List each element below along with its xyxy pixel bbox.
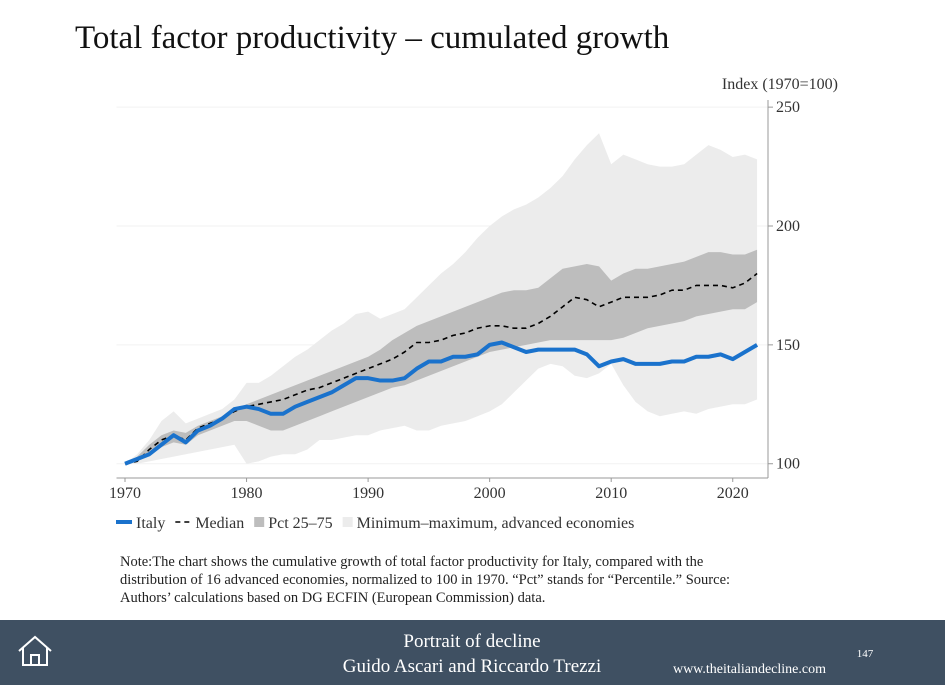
- note-line: Note:The chart shows the cumulative grow…: [120, 554, 703, 570]
- legend: Italy Median Pct 25–75 Minimum–maximum, adv…: [116, 515, 634, 532]
- plot: 100 150 200 250 1970 1980 1990 2000 2010 2020: [109, 99, 800, 502]
- home-icon[interactable]: [18, 635, 52, 666]
- chart-title: Total factor productivity – cumulated gr…: [75, 20, 670, 56]
- page-number: 147: [857, 648, 874, 660]
- legend-label: Italy: [136, 515, 165, 532]
- y-tick-label: 200: [776, 218, 800, 235]
- y-axis-label: Index (1970=100): [722, 76, 838, 93]
- italy-line: [124, 340, 759, 466]
- footer-authors: Guido Ascari and Riccardo Trezzi: [343, 656, 602, 677]
- x-tick-label: 1970: [109, 485, 141, 502]
- range-band: [125, 133, 758, 464]
- range-band: [125, 249, 758, 464]
- x-tick-label: 2010: [595, 485, 627, 502]
- footer-title: Portrait of decline: [403, 631, 540, 652]
- legend-swatch: [254, 517, 265, 527]
- footer-bar: [0, 620, 945, 685]
- y-tick-label: 150: [776, 337, 800, 354]
- x-tick-label: 2000: [474, 485, 506, 502]
- note-line: Authors’ calculations based on DG ECFIN …: [120, 590, 545, 606]
- legend-label: Pct 25–75: [268, 515, 332, 532]
- x-tick-label: 1980: [231, 485, 263, 502]
- y-tick-label: 100: [776, 456, 800, 473]
- legend-label: Minimum–maximum, advanced economies: [357, 515, 635, 532]
- legend-label: Median: [195, 515, 244, 532]
- footer-url: www.theitaliandecline.com: [673, 662, 826, 677]
- note-line: distribution of 16 advanced economies, n…: [120, 572, 730, 588]
- y-tick-label: 250: [776, 99, 800, 116]
- x-tick-label: 1990: [352, 485, 384, 502]
- x-tick-label: 2020: [717, 485, 749, 502]
- legend-swatch: [342, 517, 353, 527]
